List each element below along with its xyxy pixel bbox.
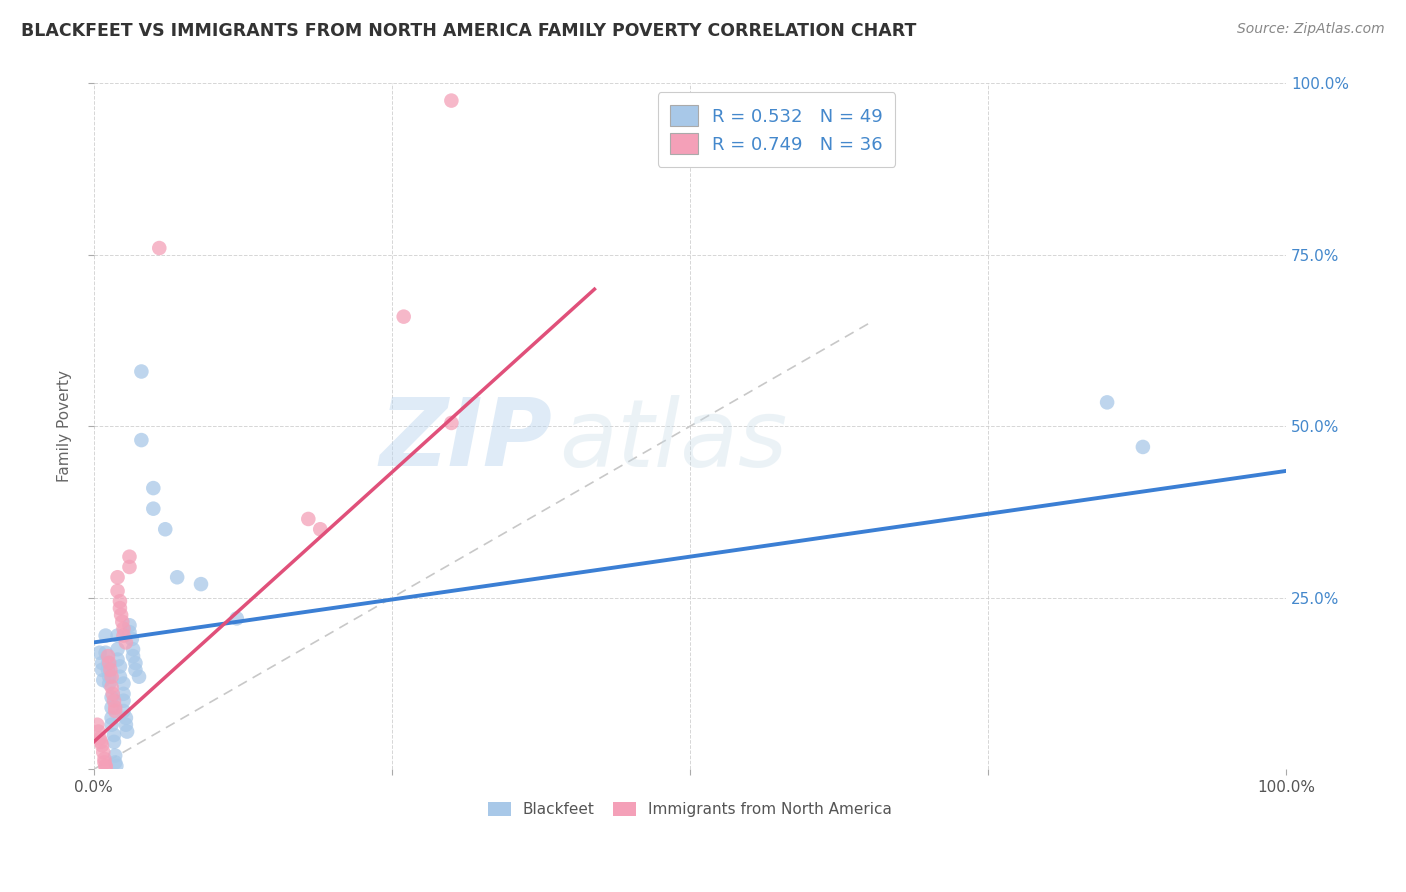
Point [104, 748, 127, 763]
Point [124, 663, 146, 677]
Point [94, 629, 117, 643]
Point [110, 607, 132, 622]
Point [101, 687, 124, 701]
Point [142, 481, 165, 495]
Point [93, 756, 115, 770]
Point [142, 501, 165, 516]
Point [107, 642, 129, 657]
Point [115, 717, 138, 731]
Point [190, 577, 212, 591]
Point [105, 759, 128, 773]
Point [90, 735, 112, 749]
Point [118, 618, 141, 632]
Point [98, 676, 121, 690]
Point [108, 670, 131, 684]
Point [440, 94, 463, 108]
Point [100, 690, 122, 705]
Point [104, 700, 127, 714]
Point [107, 629, 129, 643]
Point [124, 656, 146, 670]
Point [91, 656, 114, 670]
Point [107, 652, 129, 666]
Point [104, 704, 127, 718]
Point [112, 694, 135, 708]
Point [1132, 440, 1154, 454]
Point [107, 584, 129, 599]
Point [112, 629, 135, 643]
Point [86, 717, 108, 731]
Point [87, 724, 110, 739]
Text: ZIP: ZIP [380, 394, 553, 486]
Point [89, 731, 111, 746]
Point [166, 570, 188, 584]
Point [392, 310, 415, 324]
Point [108, 594, 131, 608]
Point [118, 549, 141, 564]
Point [107, 570, 129, 584]
Point [115, 724, 138, 739]
Legend: Blackfeet, Immigrants from North America: Blackfeet, Immigrants from North America [481, 796, 898, 823]
Point [97, 663, 120, 677]
Point [97, 649, 120, 664]
Point [111, 615, 134, 629]
Point [112, 687, 135, 701]
Point [104, 756, 127, 770]
Point [108, 659, 131, 673]
Point [148, 241, 170, 255]
Point [112, 676, 135, 690]
Point [94, 646, 117, 660]
Point [100, 680, 122, 694]
Point [115, 711, 138, 725]
Point [89, 646, 111, 660]
Point [118, 625, 141, 640]
Point [100, 700, 122, 714]
Point [103, 728, 125, 742]
Point [94, 760, 117, 774]
Point [115, 635, 138, 649]
Point [97, 656, 120, 670]
Point [94, 759, 117, 773]
Point [93, 752, 115, 766]
Point [103, 735, 125, 749]
Point [121, 632, 143, 646]
Point [309, 522, 332, 536]
Point [91, 745, 114, 759]
Point [98, 656, 121, 670]
Text: atlas: atlas [558, 394, 787, 485]
Point [225, 611, 247, 625]
Point [1095, 395, 1118, 409]
Point [112, 704, 135, 718]
Point [440, 416, 463, 430]
Point [91, 663, 114, 677]
Text: Source: ZipAtlas.com: Source: ZipAtlas.com [1237, 22, 1385, 37]
Point [155, 522, 177, 536]
Point [100, 663, 122, 677]
Point [103, 694, 125, 708]
Point [100, 711, 122, 725]
Point [100, 717, 122, 731]
Point [108, 601, 131, 615]
Point [112, 622, 135, 636]
Point [98, 670, 121, 684]
Point [91, 673, 114, 687]
Point [122, 642, 145, 657]
Point [131, 433, 153, 447]
Point [91, 739, 114, 753]
Text: BLACKFEET VS IMMIGRANTS FROM NORTH AMERICA FAMILY POVERTY CORRELATION CHART: BLACKFEET VS IMMIGRANTS FROM NORTH AMERI… [21, 22, 917, 40]
Point [131, 364, 153, 378]
Point [118, 560, 141, 574]
Point [128, 670, 150, 684]
Point [122, 649, 145, 664]
Point [297, 512, 319, 526]
Point [100, 670, 122, 684]
Y-axis label: Family Poverty: Family Poverty [58, 370, 72, 483]
